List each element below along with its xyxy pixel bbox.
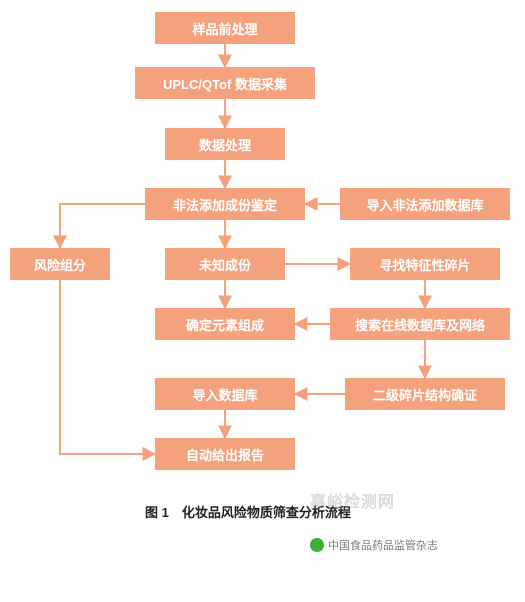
watermark-text: 嘉峪检测网 xyxy=(310,488,395,512)
flow-node-n6: 风险组分 xyxy=(10,248,110,280)
flowchart-canvas: 样品前处理 UPLC/QTof 数据采集数据处理非法添加成份鉴定 导入非法添加数据库… xyxy=(0,0,525,602)
flow-node-n10: 搜索在线数据库及网络 xyxy=(330,308,510,340)
flow-node-n8: 寻找特征性碎片 xyxy=(350,248,500,280)
flow-node-n3: 数据处理 xyxy=(165,128,285,160)
flow-node-n11: 导入数据库 xyxy=(155,378,295,410)
flow-node-n9: 确定元素组成 xyxy=(155,308,295,340)
flow-node-n1: 样品前处理 xyxy=(155,12,295,44)
edge-n4-n6 xyxy=(60,204,145,248)
flow-node-n5: 导入非法添加数据库 xyxy=(340,188,510,220)
credit-line: 中国食品药品监管杂志 xyxy=(310,537,438,553)
flow-node-n13: 自动给出报告 xyxy=(155,438,295,470)
credit-text: 中国食品药品监管杂志 xyxy=(328,537,438,553)
flow-node-n7: 未知成份 xyxy=(165,248,285,280)
flow-node-n2: UPLC/QTof 数据采集 xyxy=(135,67,315,99)
flow-node-n4: 非法添加成份鉴定 xyxy=(145,188,305,220)
flow-node-n12: 二级碎片结构确证 xyxy=(345,378,505,410)
wechat-icon xyxy=(310,538,324,552)
edge-n6-n13 xyxy=(60,280,155,454)
